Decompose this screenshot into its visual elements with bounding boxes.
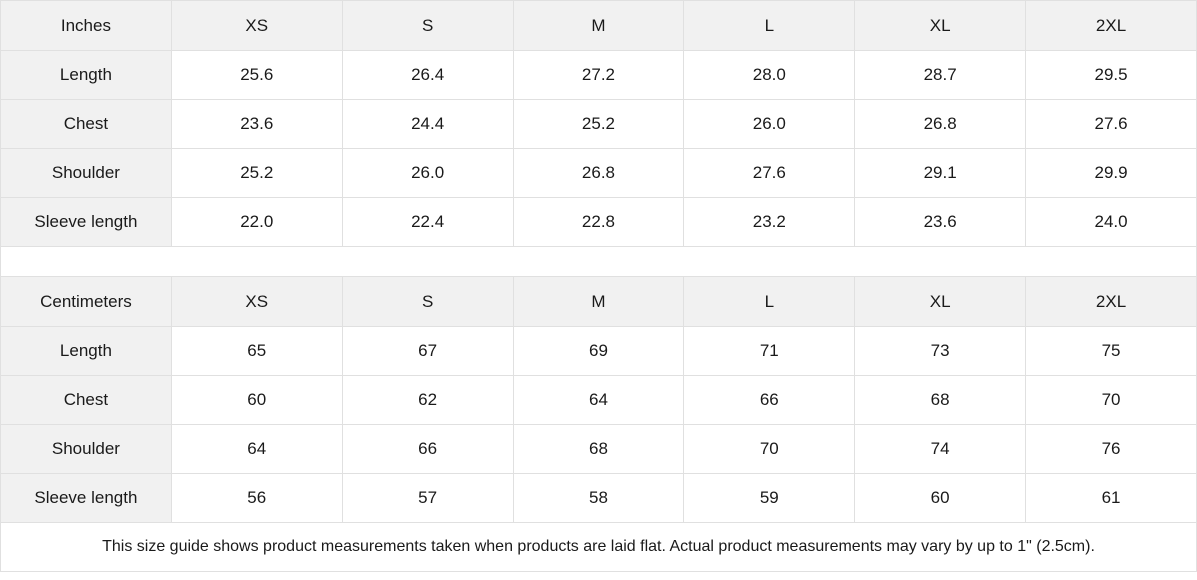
size-value-cell: 29.9 <box>1025 148 1197 198</box>
size-value-cell: 60 <box>854 473 1027 523</box>
row-label: Sleeve length <box>0 473 172 523</box>
size-value-cell: 26.8 <box>854 99 1027 149</box>
size-value-cell: 76 <box>1025 424 1197 474</box>
size-value-cell: 27.6 <box>1025 99 1197 149</box>
size-value-cell: 73 <box>854 326 1027 376</box>
measurement-row: Length 65 67 69 71 73 75 <box>0 326 1197 376</box>
footer-row: This size guide shows product measuremen… <box>0 522 1197 572</box>
size-column-header: S <box>341 0 514 51</box>
size-column-header: XS <box>170 276 343 327</box>
footer-body: This size guide shows product measuremen… <box>0 522 1197 572</box>
size-value-cell: 27.6 <box>683 148 856 198</box>
size-value-cell: 71 <box>683 326 856 376</box>
size-value-cell: 59 <box>683 473 856 523</box>
unit-header-cell: Inches <box>0 0 172 51</box>
size-value-cell: 60 <box>170 375 343 425</box>
row-label: Sleeve length <box>0 197 172 247</box>
size-value-cell: 24.0 <box>1025 197 1197 247</box>
size-value-cell: 22.8 <box>512 197 685 247</box>
row-label: Length <box>0 50 172 100</box>
size-value-cell: 66 <box>341 424 514 474</box>
size-value-cell: 29.1 <box>854 148 1027 198</box>
size-value-cell: 68 <box>854 375 1027 425</box>
size-value-cell: 69 <box>512 326 685 376</box>
row-label: Chest <box>0 99 172 149</box>
size-column-header: L <box>683 276 856 327</box>
size-column-header: M <box>512 0 685 51</box>
size-value-cell: 29.5 <box>1025 50 1197 100</box>
size-value-cell: 25.2 <box>512 99 685 149</box>
measurement-row: Chest 23.6 24.4 25.2 26.0 26.8 27.6 <box>0 99 1197 149</box>
size-value-cell: 23.6 <box>854 197 1027 247</box>
centimeters-section: Centimeters XS S M L XL 2XL Length 65 67 69 71 73 75 C… <box>0 276 1197 523</box>
size-value-cell: 65 <box>170 326 343 376</box>
measurement-row: Shoulder 64 66 68 70 74 76 <box>0 424 1197 474</box>
section-header-row: Centimeters XS S M L XL 2XL <box>0 276 1197 327</box>
size-value-cell: 24.4 <box>341 99 514 149</box>
size-value-cell: 67 <box>341 326 514 376</box>
size-value-cell: 25.2 <box>170 148 343 198</box>
size-column-header: S <box>341 276 514 327</box>
size-value-cell: 56 <box>170 473 343 523</box>
size-column-header: L <box>683 0 856 51</box>
row-label: Length <box>0 326 172 376</box>
size-value-cell: 70 <box>683 424 856 474</box>
size-column-header: XL <box>854 0 1027 51</box>
measurement-row: Shoulder 25.2 26.0 26.8 27.6 29.1 29.9 <box>0 148 1197 198</box>
size-guide-note: This size guide shows product measuremen… <box>0 522 1197 572</box>
size-value-cell: 70 <box>1025 375 1197 425</box>
size-value-cell: 64 <box>512 375 685 425</box>
section-spacer-row <box>0 246 1197 277</box>
size-value-cell: 23.6 <box>170 99 343 149</box>
size-value-cell: 27.2 <box>512 50 685 100</box>
measurement-row: Sleeve length 56 57 58 59 60 61 <box>0 473 1197 523</box>
unit-header-cell: Centimeters <box>0 276 172 327</box>
row-label: Chest <box>0 375 172 425</box>
size-column-header: 2XL <box>1025 0 1197 51</box>
size-value-cell: 66 <box>683 375 856 425</box>
size-value-cell: 26.0 <box>683 99 856 149</box>
size-value-cell: 22.0 <box>170 197 343 247</box>
size-value-cell: 25.6 <box>170 50 343 100</box>
size-value-cell: 62 <box>341 375 514 425</box>
size-column-header: XS <box>170 0 343 51</box>
size-value-cell: 68 <box>512 424 685 474</box>
section-spacer-body <box>0 246 1197 277</box>
size-column-header: 2XL <box>1025 276 1197 327</box>
row-label: Shoulder <box>0 424 172 474</box>
size-column-header: XL <box>854 276 1027 327</box>
size-column-header: M <box>512 276 685 327</box>
row-label: Shoulder <box>0 148 172 198</box>
measurement-row: Length 25.6 26.4 27.2 28.0 28.7 29.5 <box>0 50 1197 100</box>
size-value-cell: 26.0 <box>341 148 514 198</box>
size-value-cell: 75 <box>1025 326 1197 376</box>
size-value-cell: 26.8 <box>512 148 685 198</box>
size-value-cell: 74 <box>854 424 1027 474</box>
section-spacer <box>0 246 1197 277</box>
measurement-row: Sleeve length 22.0 22.4 22.8 23.2 23.6 24.0 <box>0 197 1197 247</box>
measurement-row: Chest 60 62 64 66 68 70 <box>0 375 1197 425</box>
size-value-cell: 23.2 <box>683 197 856 247</box>
size-value-cell: 28.0 <box>683 50 856 100</box>
size-value-cell: 26.4 <box>341 50 514 100</box>
size-value-cell: 57 <box>341 473 514 523</box>
size-value-cell: 58 <box>512 473 685 523</box>
size-value-cell: 22.4 <box>341 197 514 247</box>
section-header-row: Inches XS S M L XL 2XL <box>0 0 1197 51</box>
size-value-cell: 64 <box>170 424 343 474</box>
size-value-cell: 61 <box>1025 473 1197 523</box>
size-value-cell: 28.7 <box>854 50 1027 100</box>
inches-section: Inches XS S M L XL 2XL Length 25.6 26.4 27.2 28.0 28… <box>0 0 1197 247</box>
